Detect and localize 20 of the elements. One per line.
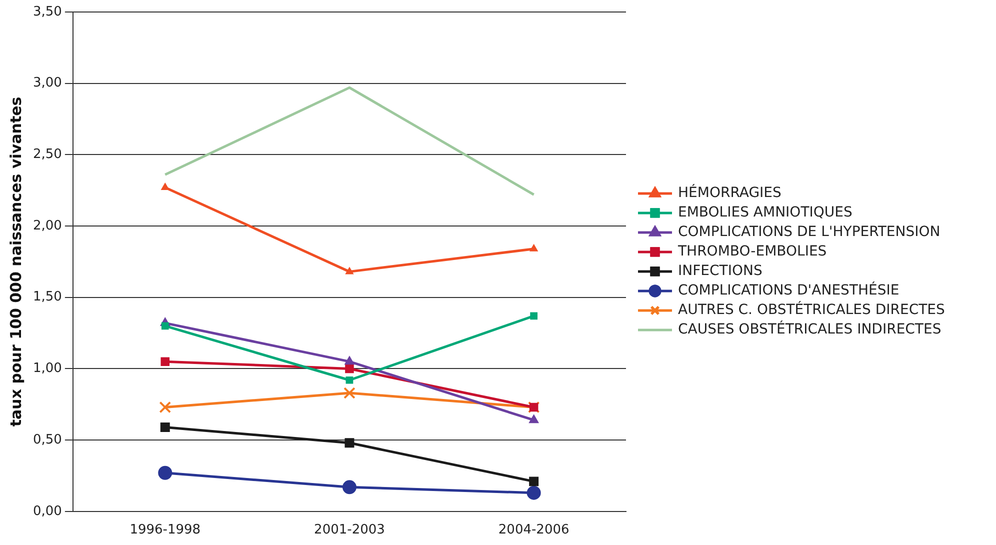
legend-label: EMBOLIES AMNIOTIQUES: [678, 204, 852, 221]
x-tick-label: 2004-2006: [498, 522, 570, 538]
y-tick-label: 0,50: [32, 432, 62, 448]
x-tick-label: 2001-2003: [314, 522, 385, 538]
legend-label: HÉMORRAGIES: [678, 184, 782, 202]
y-tick-label: 2,50: [32, 147, 62, 162]
y-tick-label: 1,50: [32, 290, 62, 305]
x-tick-label: 1996-1998: [130, 522, 201, 538]
legend-label: THROMBO-EMBOLIES: [677, 244, 827, 260]
y-tick-label: 3,00: [32, 76, 62, 91]
y-tick-label: 3,50: [32, 4, 62, 20]
legend-label: COMPLICATIONS D'ANESTHÉSIE: [678, 282, 900, 299]
y-tick-label: 0,00: [32, 504, 62, 519]
y-tick-label: 2,00: [32, 218, 62, 234]
y-axis-title: taux pour 100 000 naissances vivantes: [6, 96, 25, 427]
legend-label: INFECTIONS: [678, 263, 762, 280]
y-tick-label: 1,00: [32, 361, 62, 376]
legend-label: CAUSES OBSTÉTRICALES INDIRECTES: [678, 320, 942, 338]
legend-label: COMPLICATIONS DE L'HYPERTENSION: [678, 224, 940, 240]
legend-label: AUTRES C. OBSTÉTRICALES DIRECTES: [678, 301, 946, 318]
